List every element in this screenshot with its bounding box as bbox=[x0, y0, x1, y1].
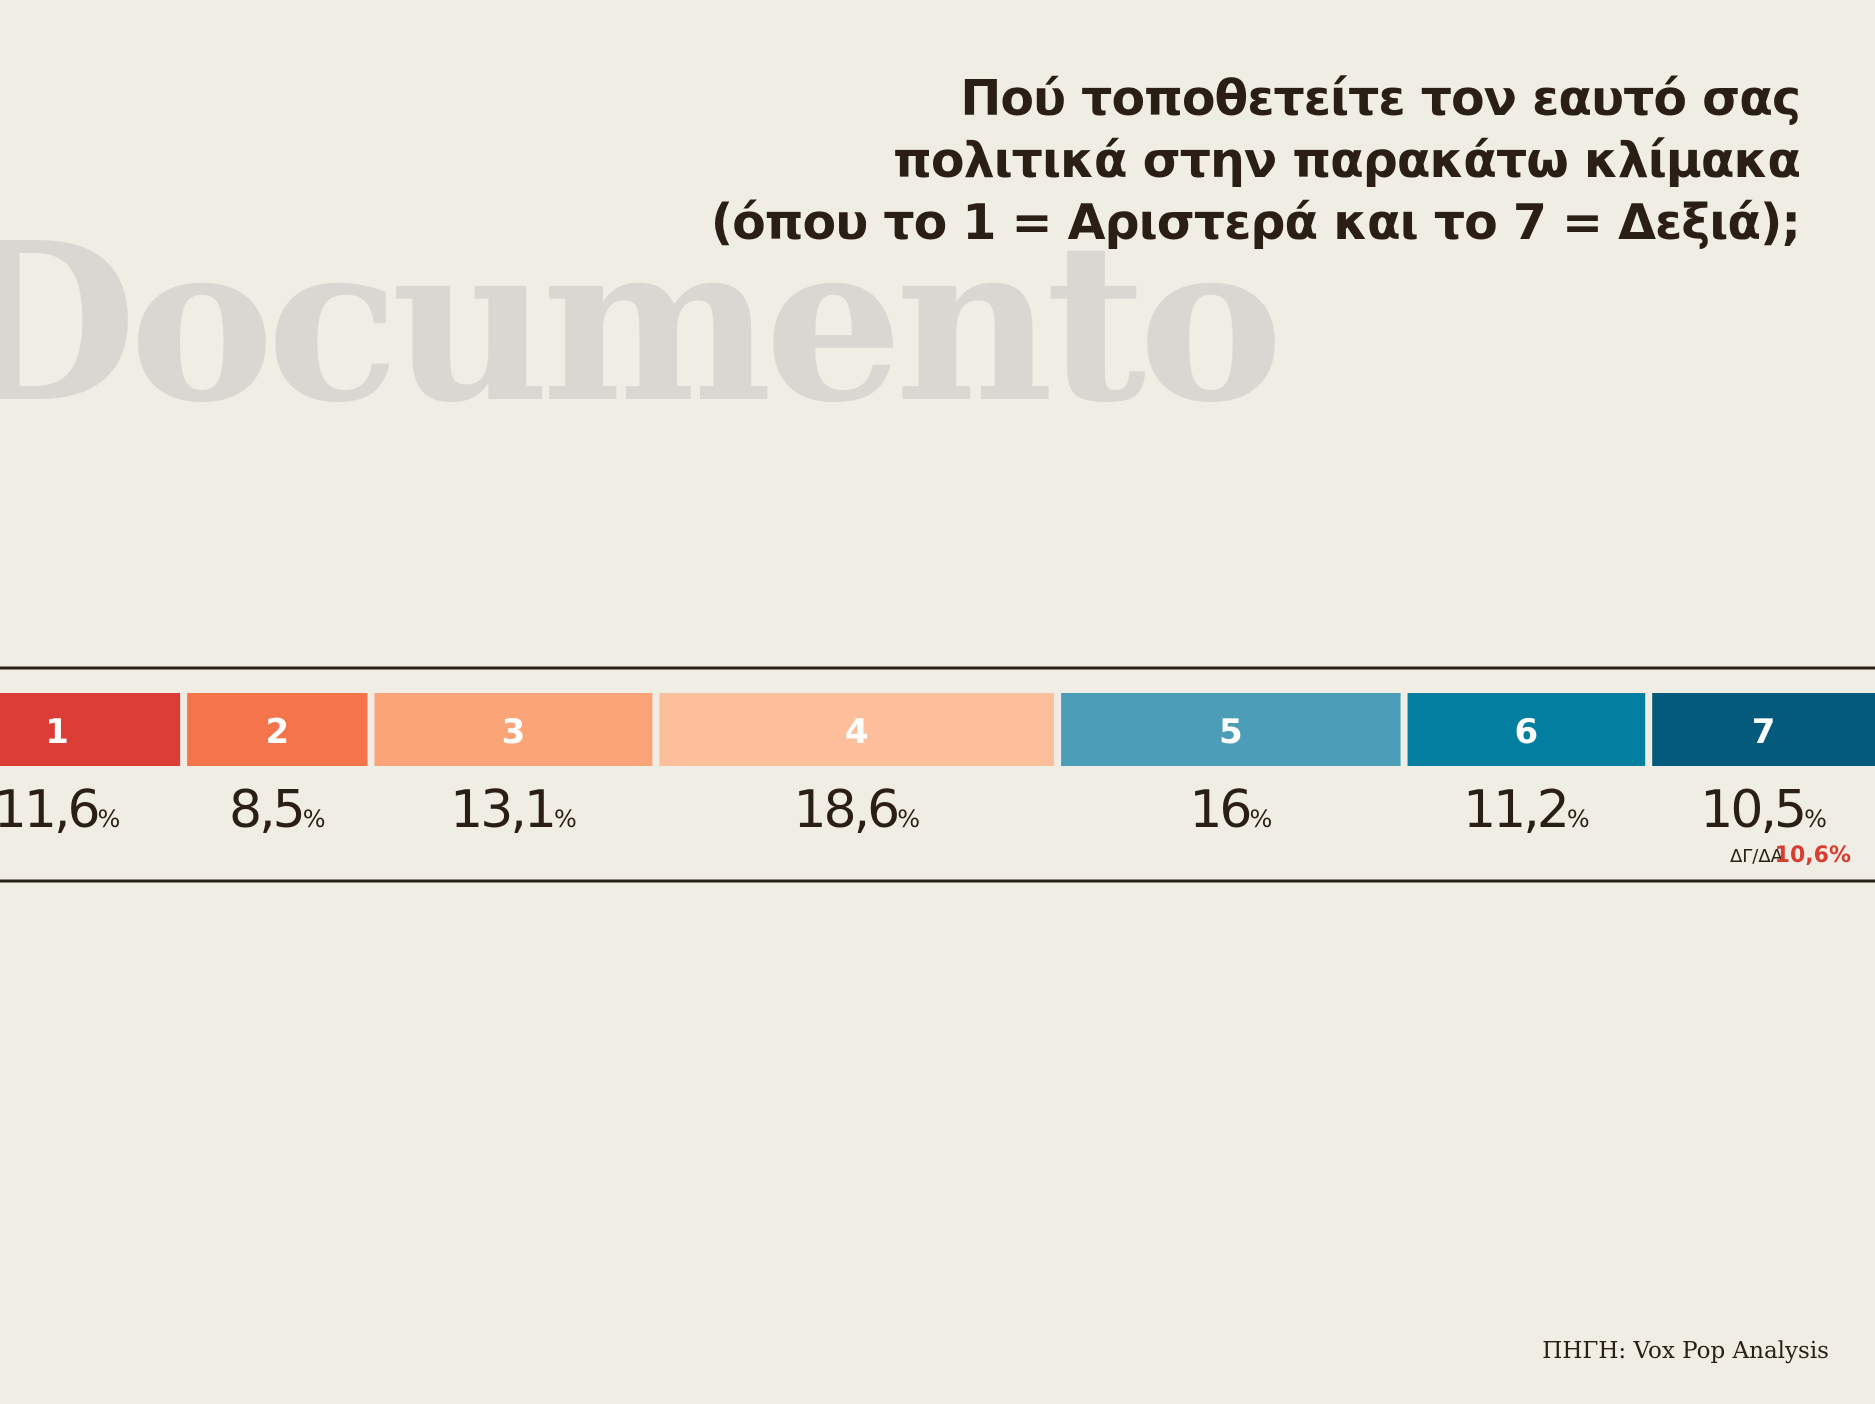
category-label-3: 3 bbox=[502, 712, 526, 752]
value-label-1: 11,6% bbox=[0, 780, 120, 840]
chart-title: Πού τοποθετείτε τον εαυτό σας πολιτικά σ… bbox=[600, 68, 1801, 254]
category-label-4: 4 bbox=[845, 712, 869, 752]
value-label-6: 11,2% bbox=[1463, 780, 1590, 840]
percent-sign: % bbox=[98, 805, 121, 833]
category-label-1: 1 bbox=[45, 712, 69, 752]
bar-segment-7 bbox=[1652, 693, 1875, 766]
source-credit: ΠΗΓΗ: Vox Pop Analysis bbox=[1542, 1338, 1829, 1364]
value-label-4: 18,6% bbox=[793, 780, 920, 840]
documento-watermark: Documento bbox=[0, 195, 1284, 451]
value-label-2: 8,5% bbox=[229, 780, 326, 840]
value-label-5: 16% bbox=[1189, 780, 1272, 840]
percent-sign: % bbox=[303, 805, 326, 833]
percent-sign: % bbox=[554, 805, 577, 833]
value-label-3: 13,1% bbox=[450, 780, 577, 840]
category-label-6: 6 bbox=[1515, 712, 1539, 752]
bar-segment-4 bbox=[659, 693, 1055, 766]
bar-segment-1 bbox=[0, 693, 181, 766]
bar-segment-5 bbox=[1061, 693, 1401, 766]
bar-segment-6 bbox=[1407, 693, 1646, 766]
dontknow-value: 10,6% bbox=[1775, 843, 1851, 868]
percent-sign: % bbox=[897, 805, 920, 833]
title-line-2: πολιτικά στην παρακάτω κλίμακα bbox=[893, 132, 1801, 189]
percent-sign: % bbox=[1804, 805, 1827, 833]
category-label-7: 7 bbox=[1752, 712, 1776, 752]
value-label-7: 10,5% bbox=[1700, 780, 1827, 840]
dontknow-label: ΔΓ/ΔΑ bbox=[1730, 846, 1784, 867]
category-label-5: 5 bbox=[1219, 712, 1243, 752]
bar-segment-2 bbox=[187, 693, 368, 766]
category-label-2: 2 bbox=[265, 712, 289, 752]
title-line-3: (όπου το 1 = Αριστερά και το 7 = Δεξιά); bbox=[710, 194, 1801, 251]
percent-sign: % bbox=[1250, 805, 1273, 833]
bar-segment-3 bbox=[374, 693, 653, 766]
percent-sign: % bbox=[1567, 805, 1590, 833]
title-line-1: Πού τοποθετείτε τον εαυτό σας bbox=[960, 70, 1801, 127]
